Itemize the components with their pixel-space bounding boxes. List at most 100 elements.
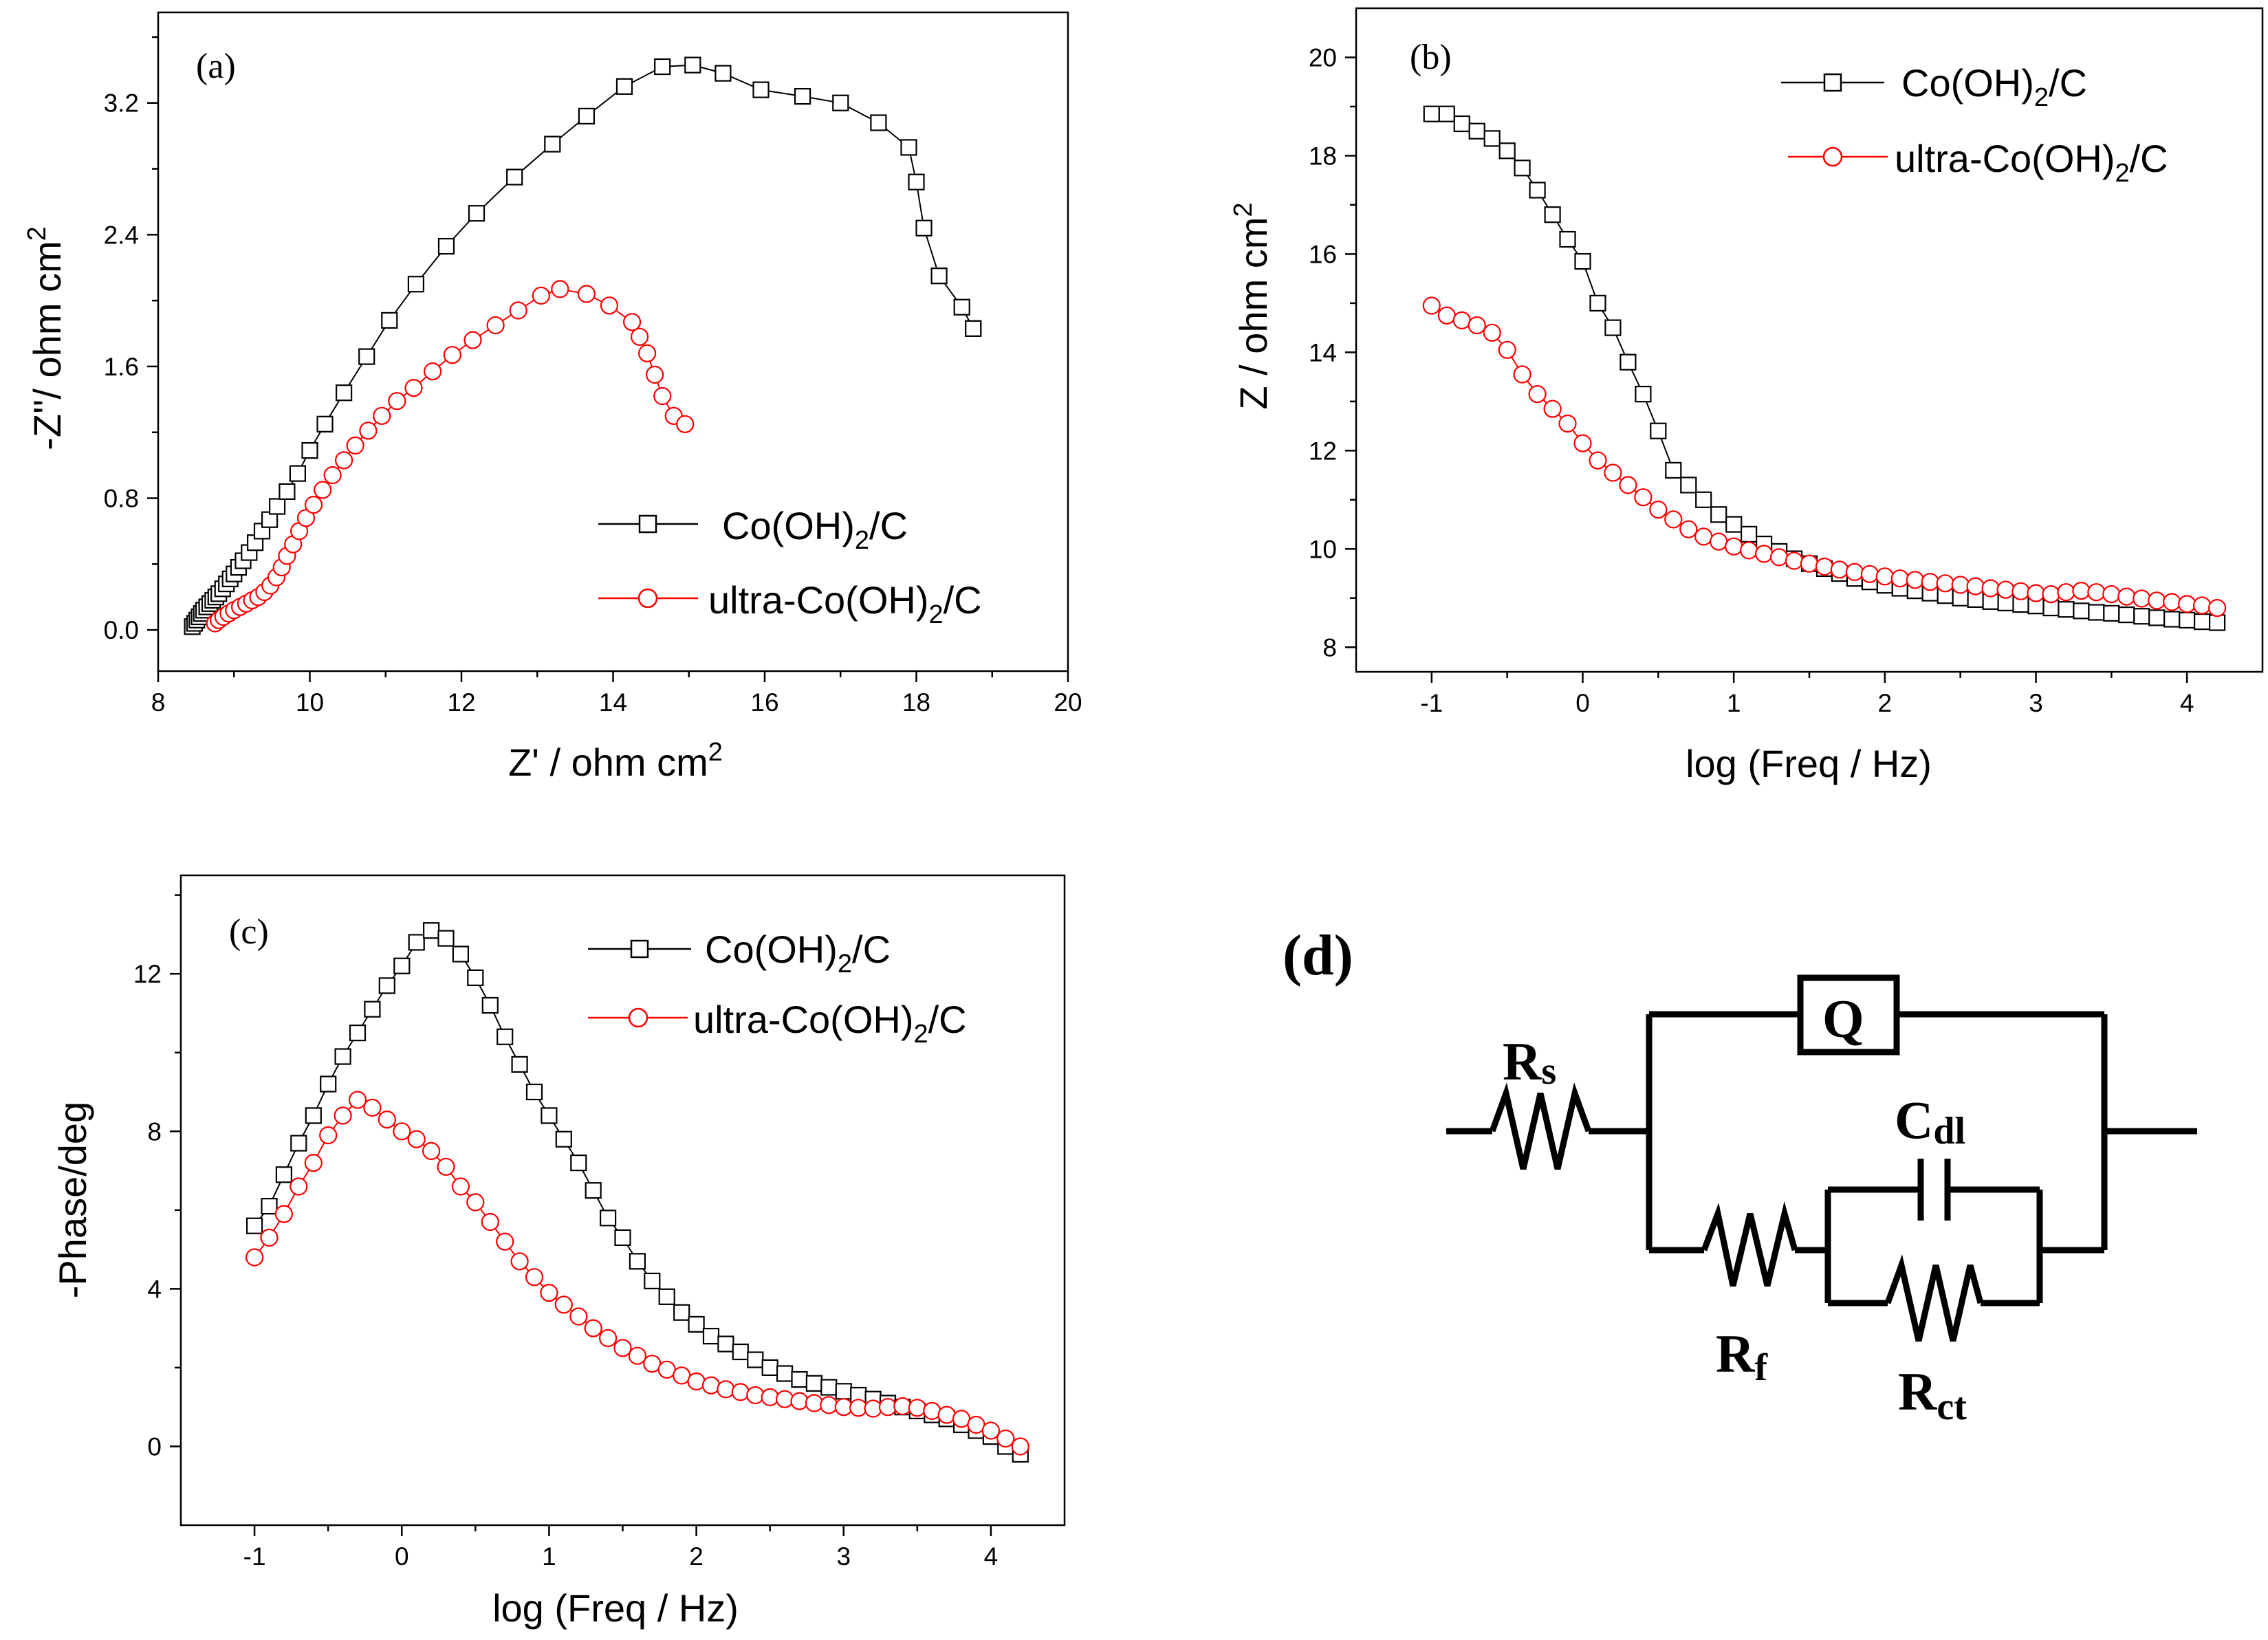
panel-a-x-axis-label: Z' / ohm cm2 [508,738,723,784]
resistor-rct [1884,1254,1984,1342]
panel-c-plot-frame [179,874,1066,1527]
data-point-square-c [658,1288,675,1305]
data-point-circle-c [613,1339,632,1357]
data-point-circle-c [805,1394,824,1412]
data-point-circle-b [2027,584,2045,602]
data-point-square-c [437,930,455,947]
data-point-circle-a [359,422,378,440]
data-point-circle-c [598,1329,618,1348]
data-point-circle-b [2193,596,2212,615]
data-point-circle-a [486,316,505,335]
data-point-square-b [1544,206,1561,223]
data-point-square-a [794,88,811,105]
data-point-circle-c [731,1383,750,1401]
x-tick-label-c: 0 [395,1542,409,1571]
x-tick-label-c: 3 [836,1542,851,1571]
legend-b-marker-2 [1822,146,1843,167]
data-point-circle-a [423,362,442,381]
data-point-square-c [378,977,395,994]
data-point-square-c [644,1272,661,1290]
data-point-circle-b [2208,598,2227,617]
x-tick-label-a: 12 [447,688,475,717]
y-tick-label-c: 0 [147,1432,162,1461]
y-tick-label-b: 10 [1309,535,1337,563]
panel-c-legend: Co(OH)2/C ultra-Co(OH)2/C [588,928,967,1049]
data-point-square-b [2179,611,2196,629]
data-point-square-a [468,205,486,222]
panel-c-x-axis-label: log (Freq / Hz) [492,1586,739,1630]
data-point-square-b [1695,491,1712,508]
legend-a-marker-1 [638,514,657,534]
data-point-square-b [2088,604,2105,621]
data-point-circle-c [923,1401,941,1420]
data-point-square-c [805,1375,823,1392]
panel-a-label: (a) [196,47,236,86]
data-point-square-b [1574,253,1591,270]
data-point-square-a [269,498,286,515]
data-point-square-b [2118,606,2135,624]
data-point-circle-a [443,346,461,364]
data-point-circle-c [334,1106,352,1125]
x-tick-label-b: 3 [2029,689,2043,717]
data-point-circle-b [1649,500,1668,519]
data-point-square-a [316,415,334,433]
data-point-square-c [599,1210,617,1227]
data-point-circle-c [569,1307,588,1326]
x-tick-label-a: 18 [902,688,930,717]
data-point-square-b [1498,142,1516,160]
data-point-square-b [2133,608,2150,625]
y-tick-label-a: 1.6 [104,353,139,381]
data-point-circle-b [1725,537,1743,556]
legend-c-label-2: ultra-Co(OH)2/C [693,998,967,1049]
data-point-circle-b [1710,532,1728,551]
data-point-circle-b [1619,476,1637,494]
data-point-circle-c [378,1110,396,1129]
data-point-circle-a [373,406,391,425]
data-point-square-a [908,173,925,190]
data-point-circle-c [319,1126,338,1145]
data-point-square-b [2148,609,2166,626]
series-line-c-2 [254,1099,1021,1447]
data-point-circle-c [687,1372,706,1391]
panel-a-plot-frame [157,11,1069,673]
panel-d-label: (d) [1283,923,1353,987]
data-point-square-a [407,276,425,293]
data-point-square-c [305,1107,322,1124]
data-point-square-c [585,1182,602,1199]
data-point-square-c [732,1343,749,1361]
legend-c-marker-1 [630,939,649,959]
legend-a-label-2: ultra-Co(OH)2/C [708,578,982,629]
panel-a-axes: 8 10 12 14 16 18 20 0.0 0.8 1.6 2.4 3.2 [104,36,1082,717]
data-point-circle-c [628,1346,647,1365]
data-point-circle-c [393,1122,411,1141]
data-point-circle-c [657,1360,676,1379]
data-point-circle-a [577,285,596,303]
data-point-circle-b [1996,580,2015,599]
data-point-square-a [358,348,375,365]
data-point-circle-a [600,296,619,315]
data-point-square-c [541,1107,558,1124]
data-point-circle-a [532,286,550,305]
data-point-square-a [930,267,948,285]
data-point-square-c [393,957,411,974]
data-point-square-a [381,311,398,329]
data-point-square-a [715,65,732,82]
data-point-square-a [301,441,318,459]
label-rct: Rct [1898,1362,1967,1428]
data-point-circle-c [451,1177,470,1196]
data-point-circle-b [1422,296,1441,315]
data-point-circle-a [464,331,482,349]
legend-a-label-1: Co(OH)2/C [722,504,908,555]
data-point-square-c [820,1379,838,1396]
x-tick-label-a: 14 [599,688,627,717]
data-point-square-a [870,114,887,131]
data-point-square-b [2194,613,2211,631]
data-point-square-b [1559,230,1576,248]
data-point-square-b [1529,182,1546,199]
data-point-square-c [835,1383,852,1400]
data-point-circle-c [246,1248,264,1267]
data-point-square-b [1620,353,1637,371]
data-point-square-b [1453,115,1470,133]
